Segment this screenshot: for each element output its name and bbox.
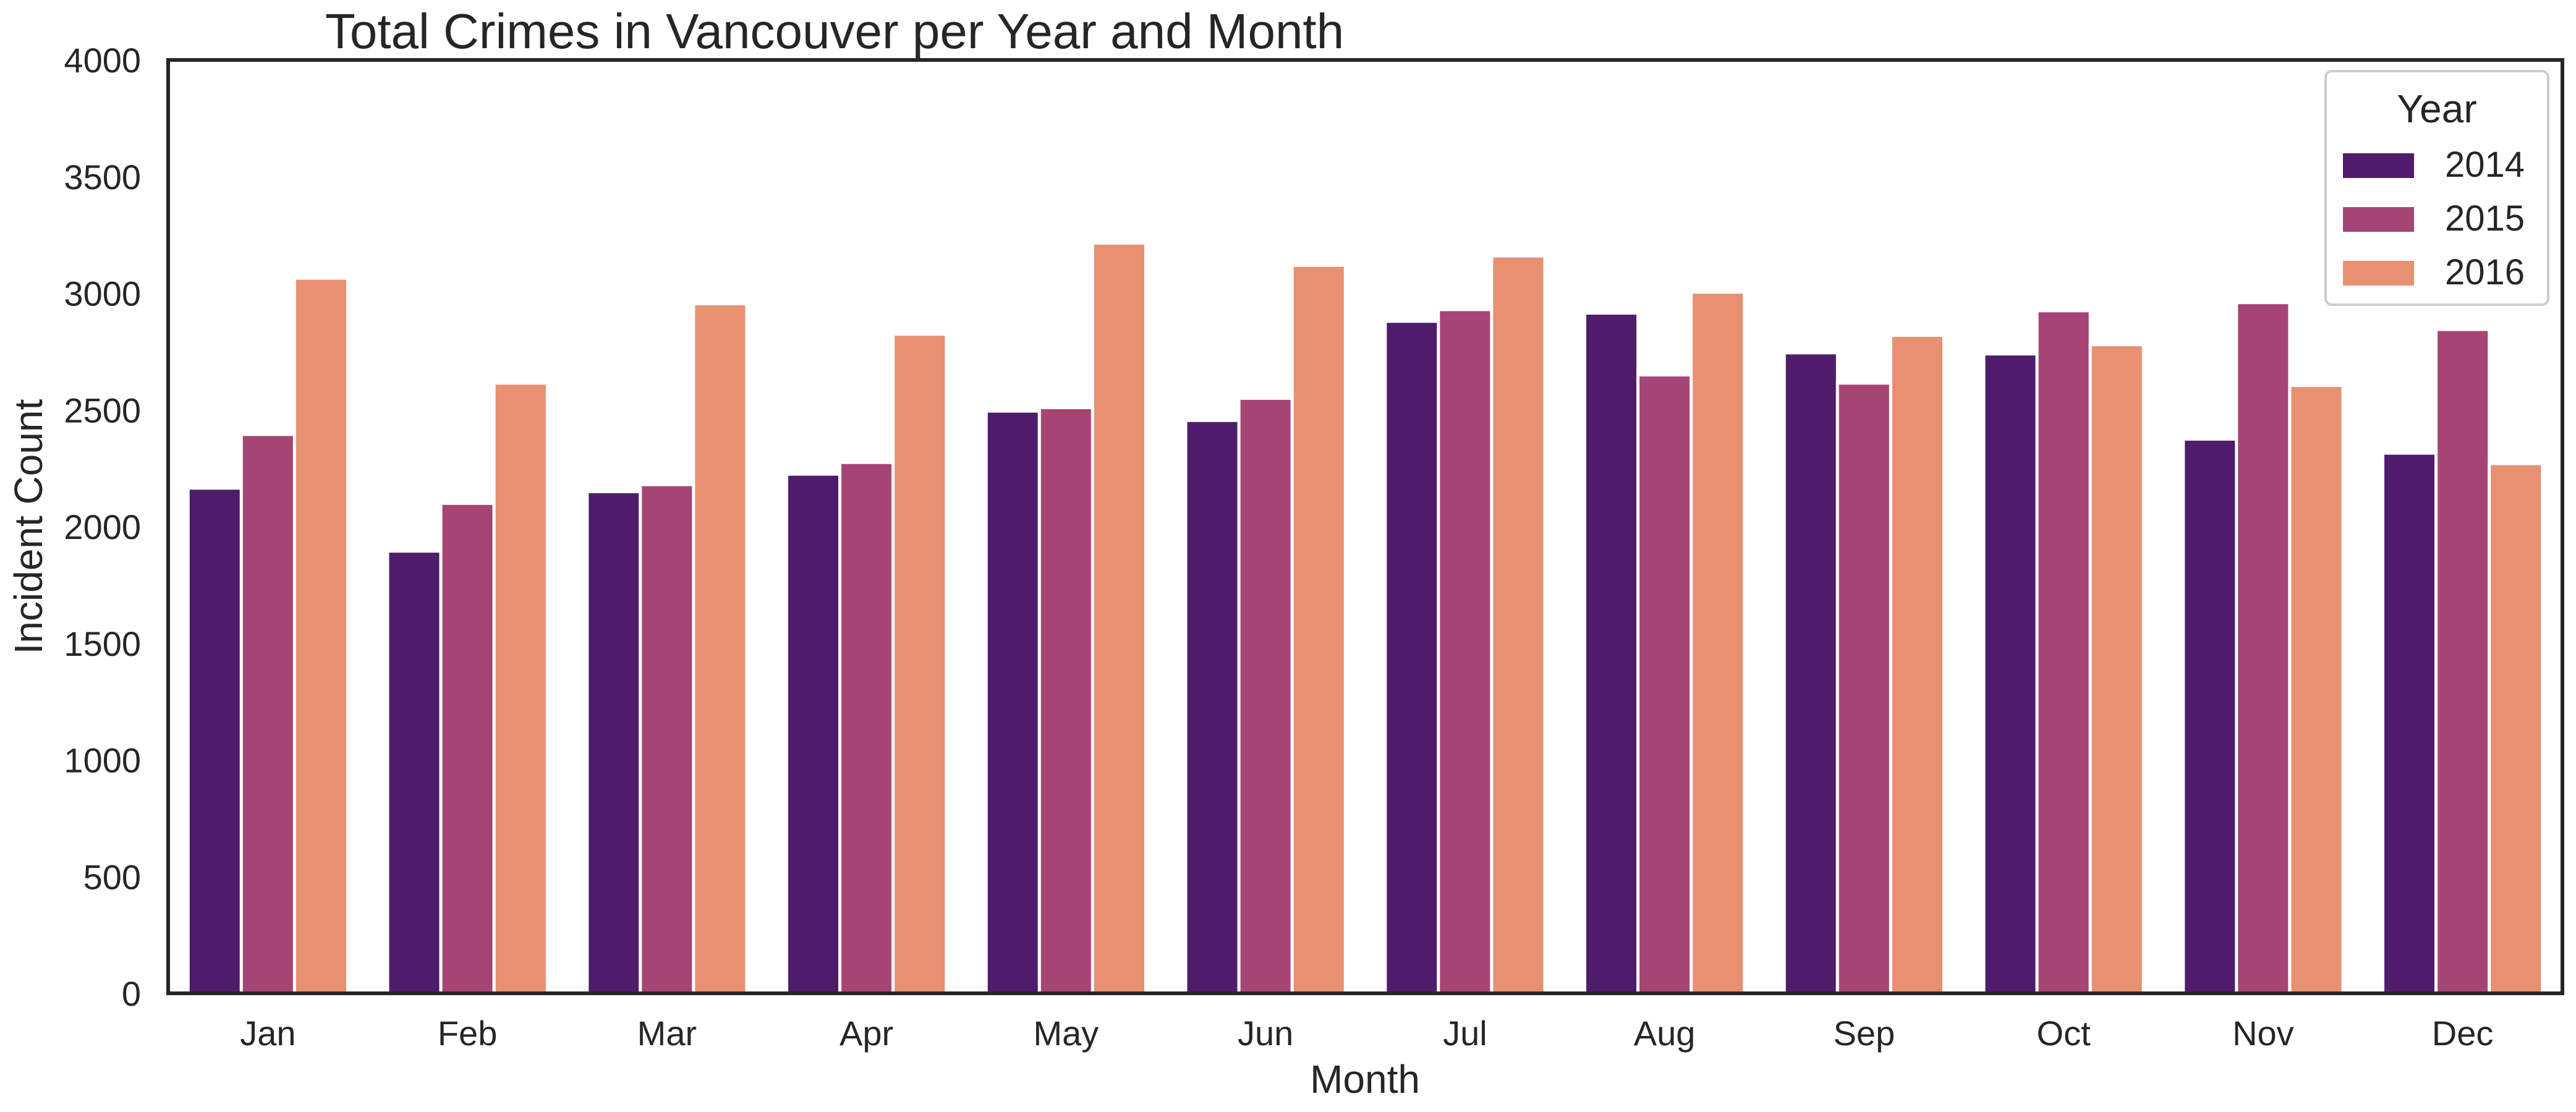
bar-2016-aug (1690, 291, 1746, 995)
bar-2016-jul (1490, 254, 1547, 995)
x-tick-label: Oct (2037, 1014, 2091, 1053)
x-tick-label: Feb (438, 1014, 498, 1053)
bar-2016-feb (492, 381, 549, 995)
x-tick-label: Apr (840, 1014, 893, 1053)
y-tick-label: 3500 (64, 158, 141, 197)
y-tick-label: 0 (122, 974, 141, 1013)
y-axis: 0 500 1000 1500 2000 2500 3000 3500 4000 (64, 41, 141, 1013)
legend-label-2015: 2015 (2445, 198, 2525, 239)
bar-2014-oct (1982, 352, 2039, 995)
y-axis-label: Incident Count (6, 399, 51, 654)
legend-swatch-2016 (2343, 261, 2414, 286)
y-tick-label: 1000 (64, 741, 141, 780)
chart-title: Total Crimes in Vancouver per Year and M… (325, 4, 1344, 59)
y-tick-label: 2000 (64, 507, 141, 546)
legend-swatch-2014 (2343, 153, 2414, 178)
bar-2014-jul (1384, 320, 1440, 995)
plot-area (186, 241, 2544, 995)
bar-2015-oct (2035, 309, 2092, 995)
bar-2015-dec (2434, 328, 2491, 995)
bar-2014-aug (1583, 312, 1640, 995)
bar-2016-may (1090, 241, 1148, 995)
bar-2014-sep (1782, 351, 1839, 995)
y-tick-label: 4000 (64, 41, 141, 80)
legend-frame (2324, 70, 2549, 306)
bar-2015-jan (239, 433, 296, 995)
x-tick-label: Jan (240, 1014, 295, 1053)
x-axis: Jan Feb Mar Apr May Jun Jul Aug Sep Oct Nov Dec (240, 1014, 2493, 1053)
bar-2016-nov (2288, 384, 2345, 995)
bar-2015-mar (639, 483, 695, 995)
plot-frame (166, 58, 2564, 995)
legend-title: Year (2397, 87, 2476, 131)
x-tick-label: Jul (1443, 1014, 1487, 1053)
x-tick-label: Mar (637, 1014, 697, 1053)
x-tick-label: Jun (1238, 1014, 1293, 1053)
bar-2016-sep (1889, 334, 1945, 995)
x-tick-label: Sep (1834, 1014, 1895, 1053)
bar-2014-feb (386, 550, 443, 995)
bar-2016-mar (692, 302, 749, 995)
legend-label-2016: 2016 (2445, 252, 2525, 292)
bar-2016-jun (1290, 263, 1347, 995)
x-tick-label: Nov (2232, 1014, 2294, 1053)
bar-2014-may (984, 409, 1041, 995)
bar-2014-nov (2182, 437, 2238, 995)
x-axis-label: Month (1310, 1057, 1420, 1101)
bar-2014-dec (2381, 451, 2438, 995)
y-tick-label: 2500 (64, 391, 141, 430)
x-tick-label: May (1034, 1014, 1099, 1053)
bar-2015-may (1037, 406, 1094, 995)
bar-2015-jun (1237, 396, 1294, 995)
legend-label-2014: 2014 (2445, 145, 2525, 185)
bar-2016-apr (891, 333, 948, 995)
bar-2014-jan (186, 486, 243, 995)
x-tick-label: Aug (1634, 1014, 1696, 1053)
bar-2015-sep (1835, 381, 1892, 995)
bar-2016-jan (292, 276, 349, 995)
x-tick-label: Dec (2432, 1014, 2494, 1053)
bar-2015-aug (1636, 373, 1693, 995)
bar-2015-jul (1437, 308, 1494, 995)
bar-2014-jun (1184, 418, 1241, 995)
bar-2016-dec (2488, 462, 2544, 995)
bar-2014-apr (785, 472, 842, 995)
y-tick-label: 3000 (64, 274, 141, 313)
y-tick-label: 1500 (64, 624, 141, 663)
bar-2015-feb (439, 501, 496, 995)
bar-2015-nov (2235, 301, 2292, 995)
bar-2014-mar (585, 490, 642, 995)
y-tick-label: 500 (83, 857, 141, 896)
legend-swatch-2015 (2343, 207, 2414, 232)
bar-2016-oct (2088, 343, 2145, 995)
bar-2015-apr (838, 461, 895, 995)
legend: Year 2014 2015 2016 (2324, 70, 2549, 306)
